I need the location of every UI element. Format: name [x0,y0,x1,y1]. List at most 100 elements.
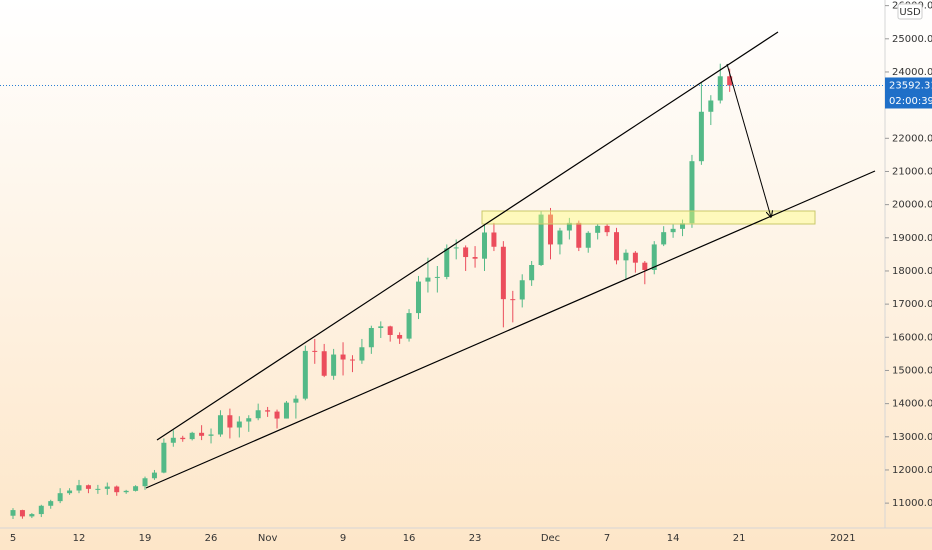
candle-body [491,232,497,247]
candle-body [227,415,233,428]
candle-body [302,350,308,399]
projection-arrow[interactable] [726,63,771,217]
candle-body [161,442,167,473]
candle-body [293,398,299,403]
last-price: 23592.31 [889,80,932,91]
y-tick-label: 22000.00 [892,133,932,144]
candle-body [444,248,450,277]
x-tick-label: 9 [340,533,346,544]
candle-body [623,252,629,261]
candle-body [321,351,327,376]
candle-body [463,247,469,258]
candle-body [529,264,535,281]
candle-body [170,437,176,443]
y-tick-label: 19000.00 [892,233,932,244]
candle-body [689,161,695,224]
candle-body [604,225,610,233]
lower-trendline[interactable] [145,170,876,489]
candle-body [500,246,506,300]
candle-body [661,232,667,245]
candle-body [557,230,563,245]
candle-body [566,222,572,231]
y-tick-label: 18000.00 [892,266,932,277]
candle-body [67,490,73,494]
countdown-tag [885,93,932,109]
candle-body [359,347,365,361]
candles [0,63,885,520]
y-tick-label: 24000.00 [892,67,932,78]
candle-body [708,100,714,112]
candle-body [180,437,186,440]
candle-body [453,247,459,249]
candle-body [548,214,554,245]
candle-body [331,354,337,376]
candle-body [274,411,280,419]
candle-body [397,334,403,339]
candle-body [349,359,355,361]
candle-body [595,225,601,233]
candle-body [133,486,139,491]
y-tick-label: 12000.00 [892,465,932,476]
y-tick-label: 16000.00 [892,332,932,343]
candle-body [104,486,110,489]
candle-body [76,485,82,491]
y-tick-label: 25000.00 [892,34,932,45]
candle-body [217,415,223,435]
candle-body [142,478,148,487]
x-tick-label: 2021 [830,533,855,544]
candle-body [265,410,271,412]
candle-body [614,232,620,261]
candle-body [255,410,261,419]
candle-body [651,244,657,270]
candle-body [698,111,704,162]
candle-body [283,402,289,419]
candle-body [717,76,723,101]
candle-body [727,76,733,86]
candle-body [236,421,242,428]
last-price-tag [885,77,932,94]
y-tick-label: 20000.00 [892,200,932,211]
candle-body [123,490,129,493]
x-tick-label: 5 [10,533,16,544]
x-tick-label: 23 [469,533,482,544]
candle-body [95,488,101,490]
countdown: 02:00:39 [889,96,932,107]
candle-body [585,232,591,248]
candle-body [519,280,525,300]
y-tick-label: 11000.00 [892,498,932,509]
candle-body [29,514,35,517]
candle-body [434,276,440,278]
candle-body [38,505,44,515]
x-tick-label: 12 [73,533,86,544]
resistance-zone[interactable] [481,210,816,225]
candle-body [425,277,431,282]
candle-body [680,223,686,229]
candle-body [85,485,91,489]
candle-body [368,328,374,348]
candle-body [576,222,582,248]
candle-body [472,257,478,259]
upper-trendline[interactable] [156,31,779,441]
candle-body [642,262,648,270]
candle-body [312,350,318,352]
candle-body [415,281,421,314]
candle-body [406,313,412,339]
candle-body [151,472,157,479]
candle-body [482,232,487,259]
x-tick-label: 7 [604,533,610,544]
x-tick-label: 21 [733,533,746,544]
candle-body [387,326,393,335]
candle-body [632,252,638,263]
x-tick-label: 16 [403,533,416,544]
candle-body [19,510,25,517]
y-tick-label: 14000.00 [892,399,932,410]
candle-body [510,299,516,301]
y-tick-label: 17000.00 [892,299,932,310]
currency-button[interactable] [897,3,923,20]
x-tick-label: 19 [139,533,152,544]
candle-body [340,354,346,360]
y-tick-label: 13000.00 [892,432,932,443]
candle-body [670,228,676,233]
candle-body [48,501,54,506]
